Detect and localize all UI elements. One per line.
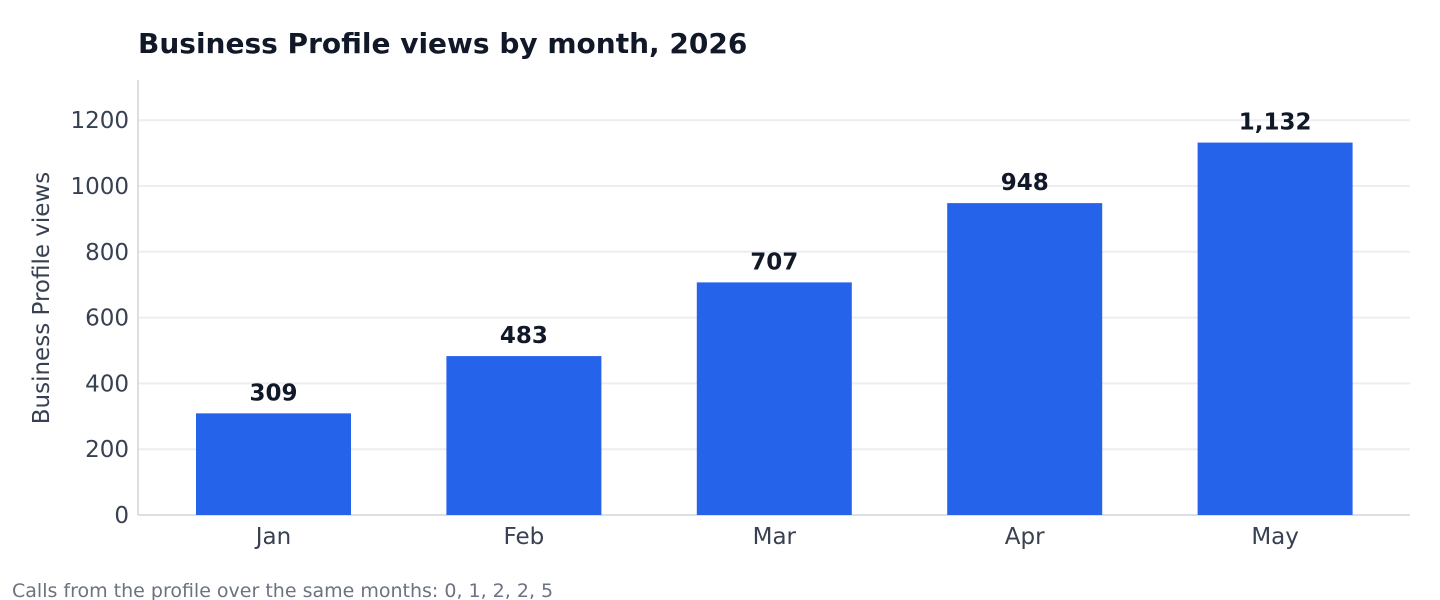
y-tick-label: 1200	[70, 108, 129, 134]
y-tick-labels: 0 200 400 600 800 1000 1200	[70, 108, 129, 529]
data-label: 948	[1001, 170, 1049, 196]
chart-title: Business Profile views by month, 2026	[138, 27, 747, 60]
data-labels: 309 483 707 948 1,132	[249, 110, 1311, 407]
bars	[196, 142, 1353, 515]
x-tick-label: Apr	[1005, 524, 1045, 550]
y-tick-label: 200	[85, 437, 129, 463]
data-label: 483	[500, 323, 548, 349]
y-tick-label: 600	[85, 306, 129, 332]
y-tick-label: 1000	[70, 174, 129, 200]
bar-mar	[696, 282, 852, 515]
y-tick-label: 800	[85, 240, 129, 266]
x-tick-labels: Jan Feb Mar Apr May	[254, 524, 1299, 550]
bar-jan	[196, 413, 351, 515]
bar-feb	[446, 356, 602, 515]
data-label: 309	[249, 380, 297, 406]
y-axis-label: Business Profile views	[29, 172, 55, 425]
footnote: Calls from the profile over the same mon…	[12, 580, 553, 600]
y-tick-label: 400	[85, 371, 129, 397]
data-label: 707	[750, 249, 798, 275]
bar-apr	[947, 203, 1103, 515]
x-tick-label: Jan	[254, 524, 291, 550]
data-label: 1,132	[1239, 110, 1312, 136]
x-tick-label: Feb	[504, 524, 545, 550]
y-tick-label: 0	[114, 503, 129, 529]
x-tick-label: Mar	[753, 524, 797, 550]
bar-may	[1197, 142, 1353, 515]
x-tick-label: May	[1251, 524, 1299, 550]
